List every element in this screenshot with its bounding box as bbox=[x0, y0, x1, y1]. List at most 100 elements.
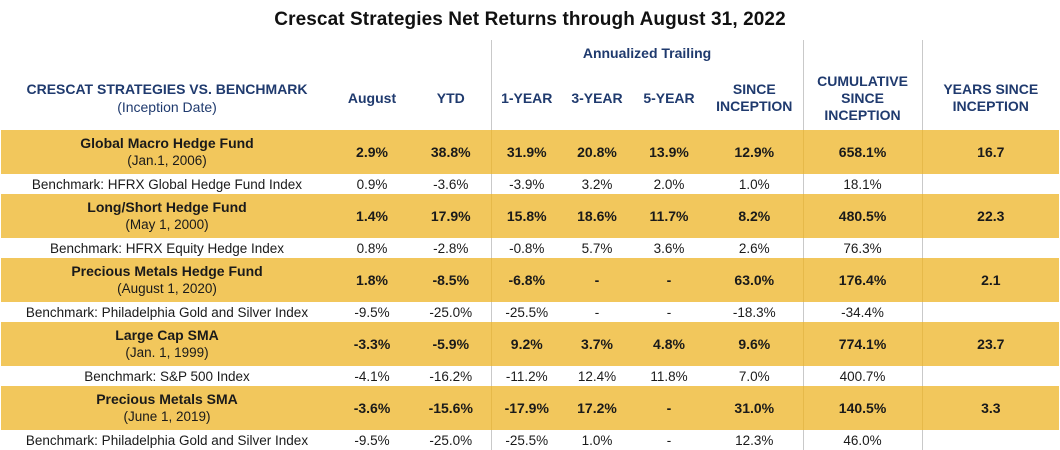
benchmark-ytd: -25.0% bbox=[411, 302, 491, 322]
fund-ytd: -8.5% bbox=[411, 258, 491, 302]
benchmark-5-year: 11.8% bbox=[632, 366, 706, 386]
fund-inception-date: (Jan. 1, 1999) bbox=[125, 345, 209, 360]
five-year-column-header: 5-YEAR bbox=[643, 89, 695, 106]
fund-cumulative: 480.5% bbox=[802, 194, 923, 238]
fund-name-cell: Global Macro Hedge Fund (Jan.1, 2006) bbox=[1, 130, 333, 174]
benchmark-name: Benchmark: S&P 500 Index bbox=[1, 366, 333, 386]
three-year-column-header: 3-YEAR bbox=[571, 89, 623, 106]
ytd-column-header: YTD bbox=[436, 89, 465, 106]
fund-3-year: 18.6% bbox=[562, 194, 632, 238]
benchmark-cumulative: 76.3% bbox=[802, 238, 923, 258]
fund-name: Long/Short Hedge Fund bbox=[87, 199, 247, 215]
benchmark-3-year: 12.4% bbox=[562, 366, 632, 386]
fund-cumulative: 658.1% bbox=[802, 130, 923, 174]
benchmark-5-year: - bbox=[632, 302, 706, 322]
fund-ytd: -15.6% bbox=[411, 386, 491, 430]
fund-years: 22.3 bbox=[921, 194, 1060, 238]
benchmark-5-year: - bbox=[632, 430, 706, 450]
since-inception-column-header: SINCE INCEPTION bbox=[716, 81, 793, 114]
benchmark-name: Benchmark: HFRX Equity Hedge Index bbox=[1, 238, 333, 258]
benchmark-cumulative: 18.1% bbox=[802, 174, 923, 194]
benchmark-since-inception: 2.6% bbox=[706, 238, 804, 258]
cumulative-column-header: CUMULATIVE SINCE INCEPTION bbox=[802, 66, 923, 130]
benchmark-ytd: -3.6% bbox=[411, 174, 491, 194]
benchmark-ytd: -2.8% bbox=[411, 238, 491, 258]
benchmark-since-inception: 1.0% bbox=[706, 174, 804, 194]
benchmark-3-year: - bbox=[562, 302, 632, 322]
fund-years: 2.1 bbox=[921, 258, 1060, 302]
benchmark-ytd: -16.2% bbox=[411, 366, 491, 386]
benchmark-1-year: -25.5% bbox=[490, 430, 562, 450]
fund-years: 23.7 bbox=[921, 322, 1060, 366]
benchmark-3-year: 3.2% bbox=[562, 174, 632, 194]
benchmark-1-year: -0.8% bbox=[490, 238, 562, 258]
fund-since-inception: 12.9% bbox=[706, 130, 804, 174]
fund-1-year: 15.8% bbox=[490, 194, 562, 238]
benchmark-1-year: -25.5% bbox=[490, 302, 562, 322]
benchmark-3-year: 5.7% bbox=[562, 238, 632, 258]
inception-date-label: (Inception Date) bbox=[117, 99, 217, 115]
fund-3-year: 20.8% bbox=[562, 130, 632, 174]
benchmark-5-year: 3.6% bbox=[632, 238, 706, 258]
fund-august: -3.6% bbox=[333, 386, 411, 430]
fund-1-year: 9.2% bbox=[490, 322, 562, 366]
benchmark-row-hfrx-global: Benchmark: HFRX Global Hedge Fund Index … bbox=[1, 174, 1060, 194]
fund-years: 3.3 bbox=[921, 386, 1060, 430]
strategy-header-label: CRESCAT STRATEGIES VS. BENCHMARK bbox=[26, 81, 308, 97]
benchmark-cumulative: -34.4% bbox=[802, 302, 923, 322]
fund-august: 2.9% bbox=[333, 130, 411, 174]
fund-1-year: -17.9% bbox=[490, 386, 562, 430]
fund-name-cell: Precious Metals SMA (June 1, 2019) bbox=[1, 386, 333, 430]
fund-since-inception: 9.6% bbox=[706, 322, 804, 366]
benchmark-cumulative: 400.7% bbox=[802, 366, 923, 386]
fund-name-cell: Large Cap SMA (Jan. 1, 1999) bbox=[1, 322, 333, 366]
fund-5-year: - bbox=[632, 386, 706, 430]
fund-since-inception: 63.0% bbox=[706, 258, 804, 302]
fund-inception-date: (May 1, 2000) bbox=[125, 217, 209, 232]
benchmark-row-phil-gold-silver-2: Benchmark: Philadelphia Gold and Silver … bbox=[1, 430, 1060, 450]
fund-years: 16.7 bbox=[921, 130, 1060, 174]
one-year-column-header: 1-YEAR bbox=[490, 66, 562, 130]
years-since-inception-column-header: YEARS SINCE INCEPTION bbox=[921, 66, 1060, 130]
benchmark-august: -4.1% bbox=[333, 366, 411, 386]
benchmark-august: -9.5% bbox=[333, 430, 411, 450]
fund-name-cell: Precious Metals Hedge Fund (August 1, 20… bbox=[1, 258, 333, 302]
benchmark-name: Benchmark: HFRX Global Hedge Fund Index bbox=[1, 174, 333, 194]
fund-name: Precious Metals Hedge Fund bbox=[71, 263, 263, 279]
benchmark-since-inception: -18.3% bbox=[706, 302, 804, 322]
column-header-row: CRESCAT STRATEGIES VS. BENCHMARK (Incept… bbox=[1, 66, 1060, 130]
benchmark-5-year: 2.0% bbox=[632, 174, 706, 194]
fund-ytd: -5.9% bbox=[411, 322, 491, 366]
fund-5-year: - bbox=[632, 258, 706, 302]
fund-name-cell: Long/Short Hedge Fund (May 1, 2000) bbox=[1, 194, 333, 238]
fund-3-year: 3.7% bbox=[562, 322, 632, 366]
fund-name: Global Macro Hedge Fund bbox=[80, 135, 254, 151]
table-title: Crescat Strategies Net Returns through A… bbox=[274, 9, 786, 30]
benchmark-ytd: -25.0% bbox=[411, 430, 491, 450]
benchmark-name: Benchmark: Philadelphia Gold and Silver … bbox=[1, 430, 333, 450]
annualized-trailing-label: Annualized Trailing bbox=[490, 40, 804, 66]
benchmark-since-inception: 12.3% bbox=[706, 430, 804, 450]
fund-5-year: 13.9% bbox=[632, 130, 706, 174]
benchmark-august: 0.9% bbox=[333, 174, 411, 194]
fund-name: Precious Metals SMA bbox=[96, 391, 238, 407]
fund-row-precious-metals-hedge: Precious Metals Hedge Fund (August 1, 20… bbox=[1, 258, 1060, 302]
strategy-column-header: CRESCAT STRATEGIES VS. BENCHMARK (Incept… bbox=[1, 66, 333, 130]
fund-row-global-macro: Global Macro Hedge Fund (Jan.1, 2006) 2.… bbox=[1, 130, 1060, 174]
fund-cumulative: 140.5% bbox=[802, 386, 923, 430]
august-column-header: August bbox=[347, 89, 397, 106]
fund-row-long-short: Long/Short Hedge Fund (May 1, 2000) 1.4%… bbox=[1, 194, 1060, 238]
fund-august: 1.4% bbox=[333, 194, 411, 238]
fund-5-year: 11.7% bbox=[632, 194, 706, 238]
fund-name: Large Cap SMA bbox=[115, 327, 219, 343]
fund-cumulative: 176.4% bbox=[802, 258, 923, 302]
fund-row-precious-metals-sma: Precious Metals SMA (June 1, 2019) -3.6%… bbox=[1, 386, 1060, 430]
fund-cumulative: 774.1% bbox=[802, 322, 923, 366]
fund-since-inception: 31.0% bbox=[706, 386, 804, 430]
returns-table: Annualized Trailing CRESCAT STRATEGIES V… bbox=[1, 40, 1060, 450]
fund-ytd: 17.9% bbox=[411, 194, 491, 238]
benchmark-3-year: 1.0% bbox=[562, 430, 632, 450]
fund-since-inception: 8.2% bbox=[706, 194, 804, 238]
benchmark-since-inception: 7.0% bbox=[706, 366, 804, 386]
fund-3-year: 17.2% bbox=[562, 386, 632, 430]
